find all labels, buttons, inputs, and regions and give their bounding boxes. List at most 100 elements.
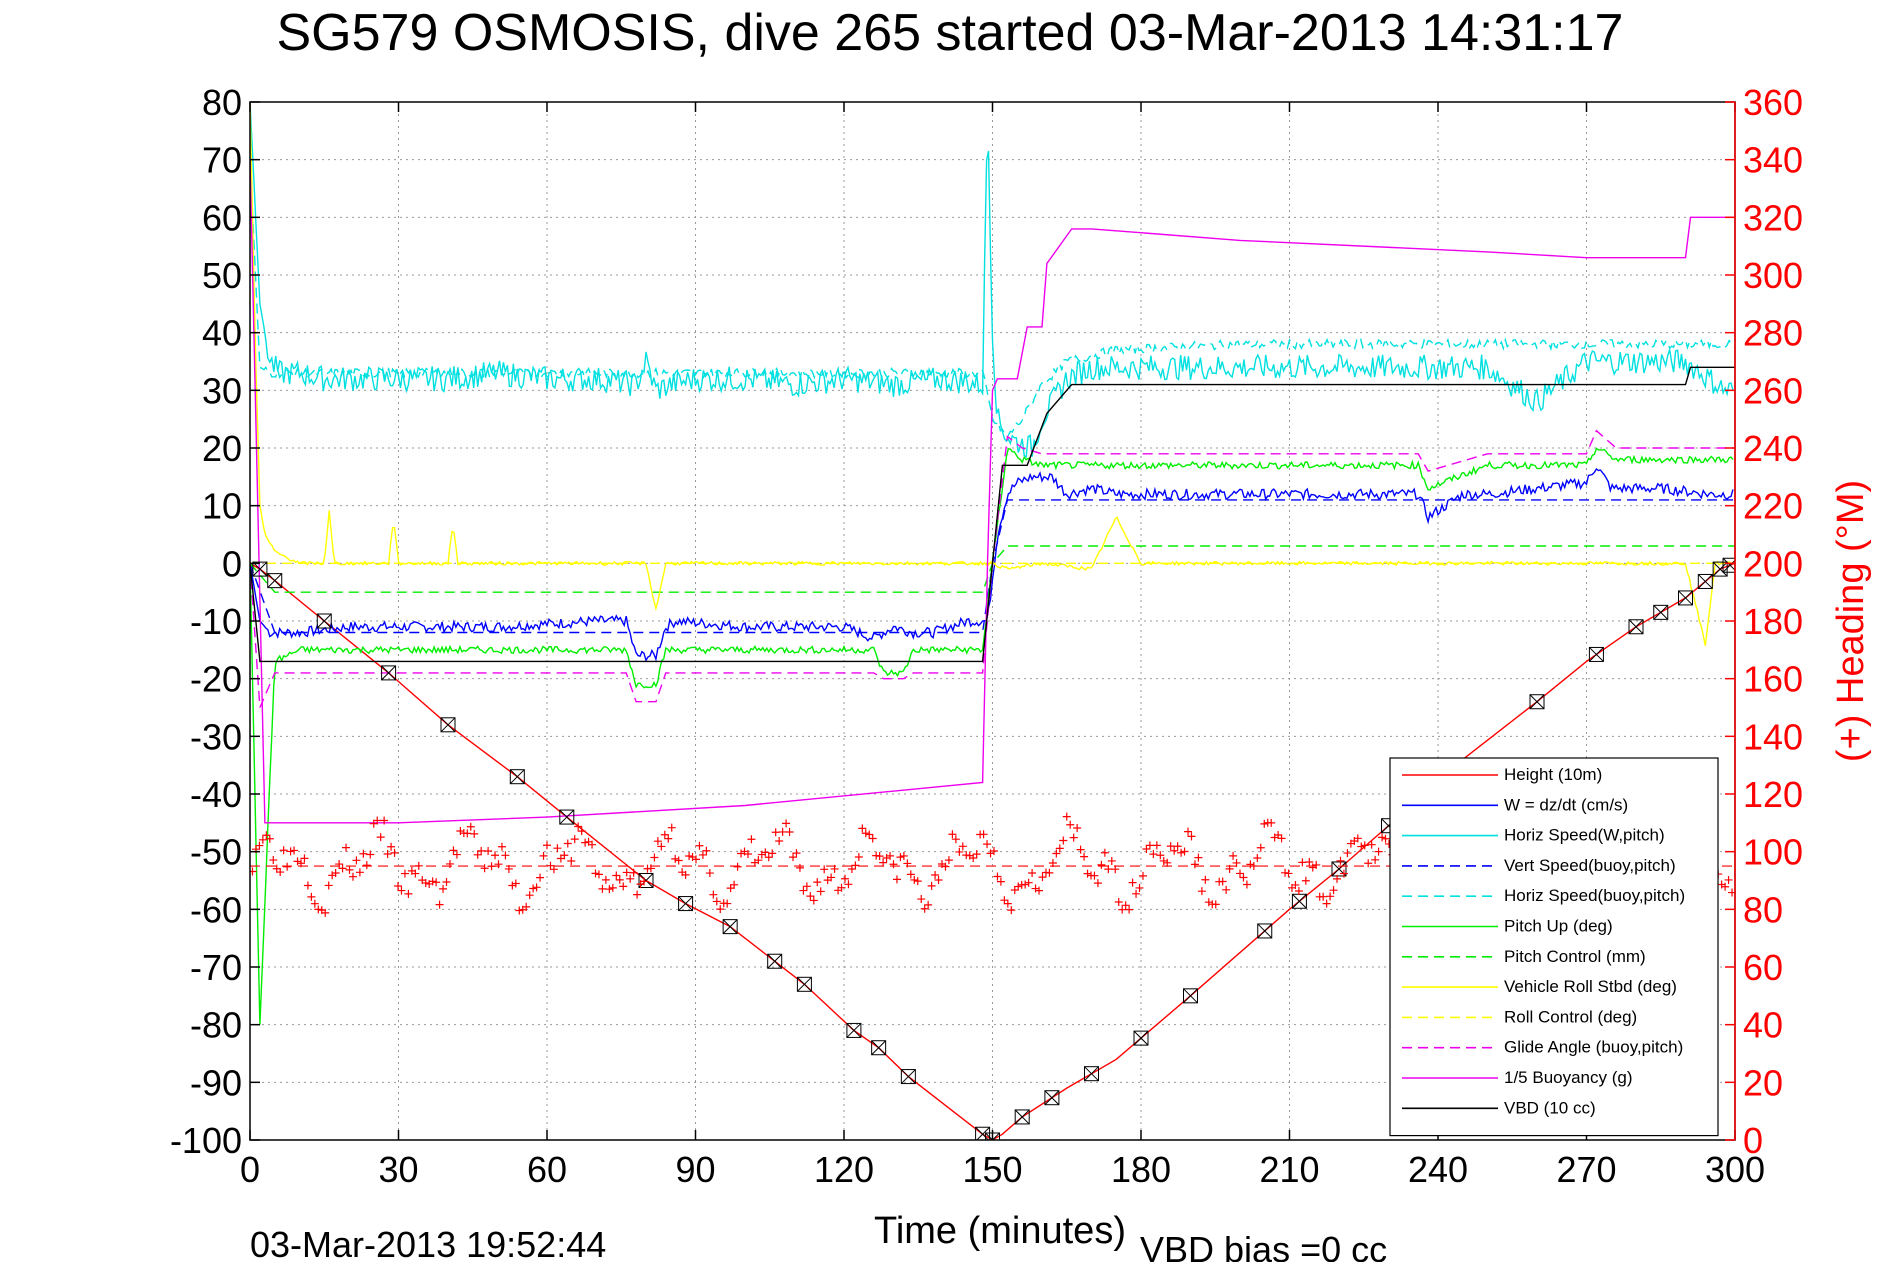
heading-mark [1080, 852, 1089, 861]
heading-mark [1246, 860, 1255, 869]
heading-mark [511, 879, 520, 888]
heading-mark [1256, 843, 1265, 852]
heading-mark [1364, 859, 1373, 868]
depth-marker-22 [1257, 923, 1273, 939]
y-tick-label-10: 0 [222, 543, 242, 584]
heading-mark [577, 827, 586, 836]
heading-mark [837, 883, 846, 892]
legend-label-3: Vert Speed(buoy,pitch) [1504, 856, 1676, 875]
heading-mark [993, 872, 1002, 881]
heading-mark [1236, 869, 1244, 878]
heading-mark [1121, 901, 1130, 910]
heading-mark [605, 885, 614, 894]
depth-marker-15 [975, 1126, 991, 1140]
heading-mark [1114, 898, 1123, 907]
heading-mark [827, 873, 836, 882]
heading-mark [598, 884, 607, 893]
heading-mark [1014, 882, 1023, 891]
heading-mark [799, 886, 808, 895]
heading-mark [972, 850, 981, 859]
footer-timestamp: 03-Mar-2013 19:52:44 [250, 1224, 606, 1262]
heading-mark [896, 853, 905, 862]
heading-mark [1298, 858, 1307, 867]
heading-mark [348, 872, 357, 881]
heading-mark [366, 850, 375, 859]
heading-mark [522, 902, 531, 911]
y2-tick-label-16: 320 [1743, 197, 1803, 238]
depth-marker-31 [1678, 590, 1693, 606]
heading-mark [640, 877, 649, 886]
heading-mark [1090, 871, 1099, 880]
heading-mark [1242, 880, 1251, 889]
heading-mark [927, 881, 936, 890]
y2-tick-label-8: 160 [1743, 659, 1803, 700]
x-tick-label-5: 150 [962, 1149, 1022, 1190]
heading-mark [802, 882, 811, 891]
heading-mark [1097, 860, 1106, 869]
y-axis-left: -100-90-80-70-60-50-40-30-20-10010203040… [170, 82, 260, 1161]
heading-mark [466, 822, 475, 831]
depth-marker-27 [1529, 694, 1545, 710]
depth-marker-13 [871, 1040, 887, 1056]
heading-mark [497, 842, 506, 851]
heading-mark [619, 882, 628, 891]
heading-mark [858, 824, 867, 833]
y-tick-label-6: -40 [190, 774, 242, 815]
heading-mark [899, 851, 908, 860]
heading-mark [549, 865, 558, 874]
heading-mark [685, 852, 694, 861]
heading-mark [910, 875, 919, 884]
depth-marker-20 [1133, 1030, 1149, 1046]
heading-mark [1180, 847, 1189, 856]
heading-mark [525, 891, 534, 900]
heading-mark [778, 827, 787, 836]
heading-mark [1125, 905, 1134, 914]
y2-tick-label-13: 260 [1743, 370, 1803, 411]
y2-tick-label-17: 340 [1743, 140, 1803, 181]
heading-mark [553, 844, 562, 853]
heading-mark [432, 878, 441, 887]
heading-mark [283, 862, 292, 871]
heading-mark [390, 848, 399, 857]
heading-mark [380, 816, 389, 825]
series-line-1 [250, 467, 1734, 663]
footer-note: VBD bias =0 cc [1140, 1229, 1387, 1262]
heading-mark [1104, 865, 1113, 874]
heading-mark [411, 869, 420, 878]
series-line-10 [250, 159, 1735, 824]
heading-mark [775, 837, 784, 846]
heading-mark [1177, 848, 1186, 857]
legend-box [1389, 757, 1719, 1137]
heading-mark [716, 905, 725, 914]
heading-mark [608, 883, 617, 892]
y-tick-label-13: 30 [202, 370, 242, 411]
heading-mark [255, 841, 264, 850]
heading-mark [782, 819, 791, 828]
heading-mark [1353, 834, 1362, 843]
heading-mark [473, 850, 482, 859]
depth-marker-14 [900, 1069, 916, 1085]
legend-label-8: Roll Control (deg) [1504, 1007, 1637, 1026]
heading-mark [944, 856, 953, 865]
heading-mark [342, 843, 351, 852]
x-tick-label-4: 120 [814, 1149, 874, 1190]
heading-mark [868, 834, 877, 843]
depth-marker-3 [381, 665, 397, 681]
heading-mark [1035, 886, 1044, 895]
y2-tick-label-6: 120 [1743, 774, 1803, 815]
heading-mark [851, 861, 860, 870]
heading-mark [1194, 853, 1203, 862]
heading-mark [1132, 889, 1141, 898]
y-tick-label-14: 40 [202, 313, 242, 354]
depth-marker-8 [678, 896, 694, 912]
heading-mark [352, 856, 361, 865]
heading-mark [335, 860, 344, 869]
heading-mark [508, 881, 517, 890]
heading-mark [1329, 886, 1338, 895]
heading-mark [674, 856, 683, 865]
heading-mark [840, 874, 849, 883]
depth-marker-10 [767, 953, 783, 969]
heading-mark [1062, 812, 1071, 821]
heading-mark [948, 830, 957, 839]
heading-mark [1218, 877, 1227, 886]
